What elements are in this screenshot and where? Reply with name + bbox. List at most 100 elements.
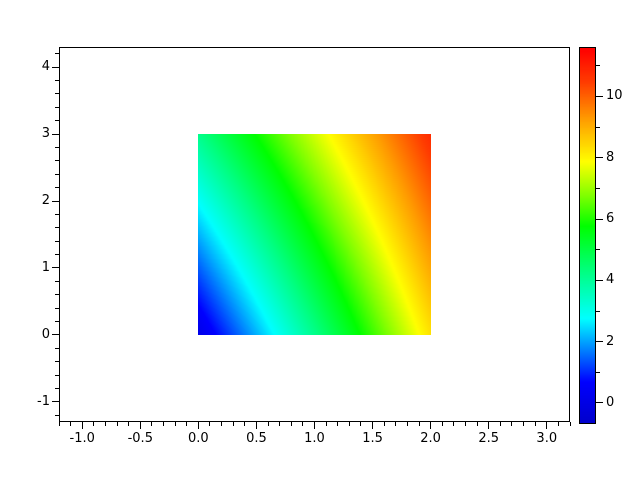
y-axis-tick <box>52 66 59 68</box>
x-axis-minor-tick <box>523 422 525 426</box>
x-axis-tick-label: -1.0 <box>69 431 95 446</box>
x-axis-tick-label: 1.0 <box>304 431 325 446</box>
x-axis-tick-label: 2.0 <box>420 431 441 446</box>
y-axis-minor-tick <box>55 321 59 323</box>
x-axis-tick <box>546 422 548 429</box>
y-axis-minor-tick <box>55 294 59 296</box>
colorbar-frame <box>579 47 596 424</box>
y-axis-tick-label: 1 <box>41 259 50 275</box>
colorbar-tick-label: 6 <box>606 211 615 226</box>
y-axis-minor-tick <box>55 280 59 282</box>
x-axis-minor-tick <box>163 422 165 426</box>
x-axis-minor-tick <box>453 422 455 426</box>
x-axis-tick <box>139 422 141 429</box>
x-axis-minor-tick <box>325 422 327 426</box>
x-axis-minor-tick <box>267 422 269 426</box>
x-axis-tick <box>81 422 83 429</box>
x-axis-tick <box>372 422 374 429</box>
x-axis-minor-tick <box>93 422 95 426</box>
y-axis-minor-tick <box>55 347 59 349</box>
x-axis-tick-label: 0.0 <box>188 431 209 446</box>
colorbar-tick <box>596 218 603 220</box>
y-axis-minor-tick <box>55 120 59 122</box>
x-axis-minor-tick <box>174 422 176 426</box>
x-axis-minor-tick <box>104 422 106 426</box>
y-axis-tick <box>52 133 59 135</box>
y-axis-tick-label: 4 <box>41 59 50 75</box>
x-axis-minor-tick <box>464 422 466 426</box>
colorbar-tick <box>596 95 603 97</box>
colorbar-tick <box>596 279 603 281</box>
colorbar-minor-tick <box>596 126 600 128</box>
colorbar-tick-label: 0 <box>606 394 615 410</box>
y-axis-minor-tick <box>55 146 59 148</box>
x-axis-minor-tick <box>499 422 501 426</box>
y-axis-minor-tick <box>55 361 59 363</box>
x-axis-tick-label: 3.0 <box>536 431 558 446</box>
x-axis-tick-label: -0.5 <box>127 431 153 446</box>
y-axis-minor-tick <box>55 187 59 189</box>
x-axis-minor-tick <box>476 422 478 426</box>
y-axis-minor-tick <box>55 374 59 376</box>
x-axis-minor-tick <box>209 422 211 426</box>
colorbar-minor-tick <box>596 65 600 67</box>
x-axis-tick <box>488 422 490 429</box>
y-axis-tick-label: 0 <box>41 326 50 342</box>
y-axis-minor-tick <box>55 307 59 309</box>
y-axis-tick <box>52 267 59 269</box>
x-axis-tick-label: 0.5 <box>246 431 267 446</box>
x-axis-minor-tick <box>279 422 281 426</box>
colorbar-minor-tick <box>596 249 600 251</box>
x-axis-tick <box>430 422 432 429</box>
x-axis-minor-tick <box>290 422 292 426</box>
y-axis-minor-tick <box>55 106 59 108</box>
colorbar-minor-tick <box>596 187 600 189</box>
colorbar-tick-label: 10 <box>606 88 623 104</box>
x-axis-minor-tick <box>70 422 72 426</box>
x-axis-minor-tick <box>151 422 153 426</box>
x-axis-tick <box>255 422 257 429</box>
x-axis-minor-tick <box>557 422 559 426</box>
x-axis-minor-tick <box>441 422 443 426</box>
x-axis-minor-tick <box>360 422 362 426</box>
x-axis-minor-tick <box>116 422 118 426</box>
x-axis-minor-tick <box>221 422 223 426</box>
colorbar-minor-tick <box>596 310 600 312</box>
colorbar-tick <box>596 341 603 343</box>
x-axis-tick <box>197 422 199 429</box>
x-axis-minor-tick <box>534 422 536 426</box>
colorbar-tick-label: 8 <box>606 149 615 165</box>
y-axis-tick <box>52 401 59 403</box>
x-axis-minor-tick <box>348 422 350 426</box>
x-axis-minor-tick <box>244 422 246 426</box>
x-axis-minor-tick <box>406 422 408 426</box>
x-axis-minor-tick <box>186 422 188 426</box>
x-axis-minor-tick <box>569 422 571 426</box>
y-axis-tick-label: 3 <box>41 126 50 142</box>
y-axis-minor-tick <box>55 79 59 81</box>
x-axis-minor-tick <box>337 422 339 426</box>
colorbar-tick-label: 2 <box>606 333 615 349</box>
x-axis-minor-tick <box>395 422 397 426</box>
y-axis-minor-tick <box>55 93 59 95</box>
x-axis-tick <box>314 422 315 429</box>
colorbar-minor-tick <box>596 371 600 373</box>
colorbar-tick <box>596 402 603 404</box>
x-axis-minor-tick <box>383 422 385 426</box>
y-axis-minor-tick <box>55 53 59 55</box>
x-axis-minor-tick <box>232 422 234 426</box>
y-axis-minor-tick <box>55 227 59 229</box>
y-axis-tick-label: -1 <box>37 393 50 409</box>
y-axis-minor-tick <box>55 213 59 215</box>
colorbar-tick-label: 4 <box>606 272 615 288</box>
y-axis-tick <box>52 334 59 336</box>
y-axis-minor-tick <box>55 240 59 242</box>
colorbar-gradient <box>580 48 595 423</box>
x-axis-minor-tick <box>58 422 60 426</box>
x-axis-minor-tick <box>302 422 304 426</box>
heatmap-image <box>198 134 431 335</box>
x-axis-tick-label: 2.5 <box>478 431 500 446</box>
y-axis-minor-tick <box>55 414 59 416</box>
y-axis-tick <box>52 200 59 202</box>
